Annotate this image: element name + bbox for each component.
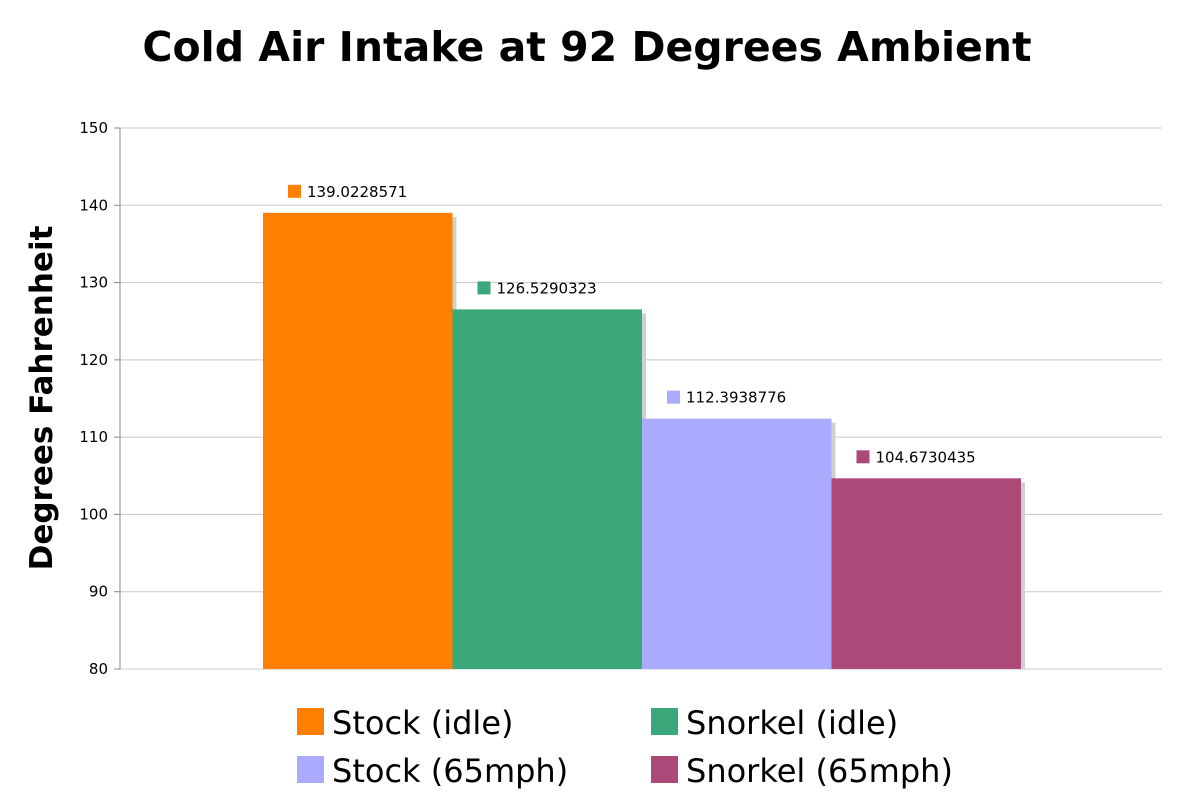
legend: Stock (idle) Snorkel (idle) Stock (65mph) S… <box>297 704 953 790</box>
legend-entry: Stock (idle) <box>332 704 513 742</box>
y-tick-label: 100 <box>79 505 108 523</box>
legend-swatch <box>297 708 324 735</box>
data-label-swatch <box>667 390 680 404</box>
legend-entry: Snorkel (idle) <box>686 704 898 742</box>
data-labels: 139.0228571 126.5290323 112.3938776 104.673… <box>288 183 976 466</box>
y-tick-label: 80 <box>89 660 108 678</box>
bars <box>263 212 1025 669</box>
data-label-swatch <box>288 184 301 198</box>
y-tick-label: 130 <box>79 274 108 292</box>
data-label: 139.0228571 <box>307 183 407 201</box>
data-label: 104.6730435 <box>876 448 976 466</box>
y-tick-label: 140 <box>79 196 108 214</box>
y-tick-label: 120 <box>79 351 108 369</box>
legend-entry: Stock (65mph) <box>332 752 568 790</box>
data-label: 126.5290323 <box>497 279 597 297</box>
bar-3 <box>642 418 832 669</box>
y-axis-ticks: 80 90 100 110 120 130 140 150 <box>79 119 121 678</box>
legend-swatch <box>651 756 678 783</box>
y-axis-label: Degrees Fahrenheit <box>24 225 60 570</box>
legend-swatch <box>297 756 324 783</box>
data-label-swatch <box>856 450 870 464</box>
y-tick-label: 110 <box>79 428 108 446</box>
bar-1 <box>263 212 453 669</box>
chart-title: Cold Air Intake at 92 Degrees Ambient <box>142 23 1031 71</box>
legend-swatch <box>651 708 678 735</box>
y-tick-label: 90 <box>89 583 108 601</box>
data-label: 112.3938776 <box>686 389 786 407</box>
data-label-swatch <box>477 281 491 295</box>
bar-2 <box>452 309 642 669</box>
legend-entry: Snorkel (65mph) <box>686 752 953 790</box>
y-tick-label: 150 <box>79 119 108 137</box>
bar-4 <box>831 478 1021 669</box>
